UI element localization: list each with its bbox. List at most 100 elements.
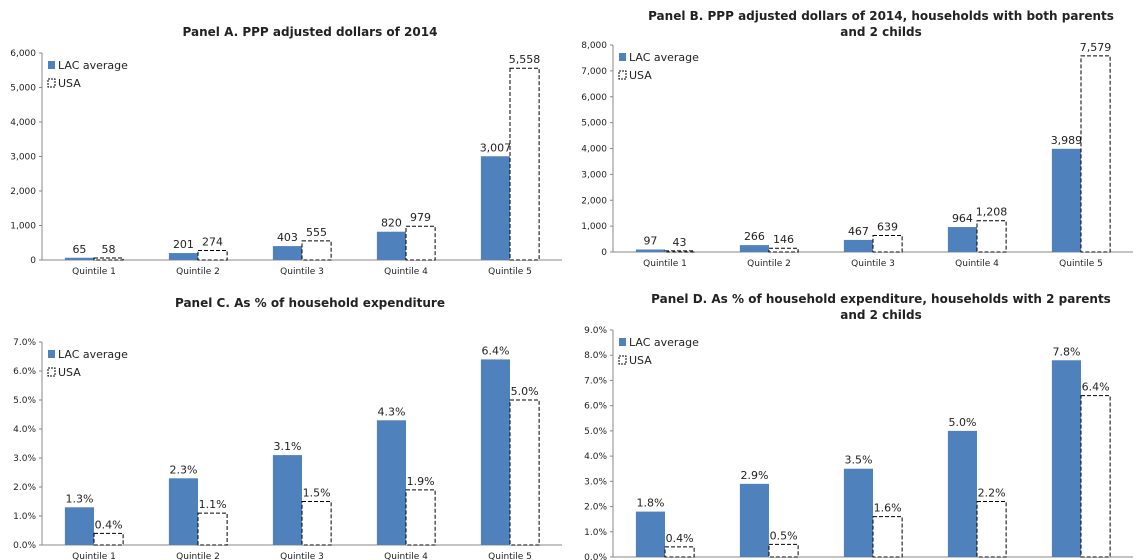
bar bbox=[301, 501, 332, 546]
value-label: 0.4% bbox=[95, 518, 123, 531]
value-label: 639 bbox=[877, 220, 898, 233]
y-tick-label: 4,000 bbox=[581, 145, 607, 155]
legend-swatch bbox=[48, 61, 55, 69]
value-label: 1.1% bbox=[199, 498, 227, 511]
bar bbox=[664, 546, 695, 558]
chart-panel: Panel D. As % of household expenditure, … bbox=[571, 285, 1142, 560]
value-label: 1,208 bbox=[976, 206, 1008, 219]
x-tick-label: Quintile 3 bbox=[851, 259, 895, 269]
bar bbox=[197, 250, 228, 261]
y-tick-label: 1,000 bbox=[581, 222, 607, 232]
legend-swatch bbox=[618, 70, 627, 80]
bar bbox=[739, 483, 769, 557]
value-label: 6.4% bbox=[1082, 381, 1110, 394]
y-tick-label: 6,000 bbox=[10, 49, 36, 59]
bar bbox=[1080, 55, 1111, 253]
legend-swatch bbox=[618, 355, 627, 365]
value-label: 7.8% bbox=[1052, 345, 1080, 358]
y-tick-label: 5.0% bbox=[13, 396, 36, 406]
value-label: 201 bbox=[173, 238, 194, 251]
x-tick-label: Quintile 2 bbox=[176, 267, 220, 277]
y-tick-label: 4,000 bbox=[10, 118, 36, 128]
bar bbox=[976, 220, 1007, 253]
value-label: 65 bbox=[72, 243, 86, 256]
x-tick-label: Quintile 4 bbox=[384, 552, 428, 560]
value-label: 964 bbox=[952, 212, 973, 225]
y-tick-label: 0.0% bbox=[584, 553, 607, 560]
chart-panel: Panel A. PPP adjusted dollars of 2014 0 1,… bbox=[0, 0, 571, 280]
bar bbox=[405, 489, 436, 546]
y-tick-label: 2,000 bbox=[581, 196, 607, 206]
bar bbox=[64, 257, 94, 260]
bar bbox=[664, 250, 695, 253]
bar bbox=[768, 543, 799, 558]
legend-swatch bbox=[47, 367, 56, 377]
legend-label: USA bbox=[629, 69, 652, 82]
x-tick-label: Quintile 5 bbox=[488, 552, 532, 560]
value-label: 0.5% bbox=[770, 529, 798, 542]
y-tick-label: 3.0% bbox=[13, 454, 36, 464]
bar bbox=[168, 253, 198, 260]
y-tick-label: 3,000 bbox=[581, 170, 607, 180]
bar bbox=[509, 67, 540, 261]
chart: 0 1,000 2,000 3,000 4,000 5,000 6,000 Quintile … bbox=[10, 49, 562, 277]
bar bbox=[1051, 360, 1081, 557]
chart-panel: Panel B. PPP adjusted dollars of 2014, h… bbox=[571, 0, 1142, 280]
y-tick-label: 6.0% bbox=[13, 367, 36, 377]
value-label: 3,007 bbox=[480, 141, 512, 154]
y-tick-label: 6,000 bbox=[581, 93, 607, 103]
bar bbox=[843, 239, 873, 252]
bar bbox=[480, 156, 510, 260]
y-tick-label: 7.0% bbox=[584, 376, 607, 386]
bar bbox=[1080, 395, 1111, 558]
y-tick-label: 0 bbox=[601, 248, 607, 258]
bar bbox=[376, 420, 406, 545]
y-tick-label: 4.0% bbox=[13, 425, 36, 435]
bar bbox=[168, 478, 198, 545]
legend-swatch bbox=[48, 350, 55, 358]
legend-swatch bbox=[47, 78, 56, 88]
chart: 0.0% 1.0% 2.0% 3.0% 4.0% 5.0% 6.0% 7.0% Quintile… bbox=[13, 338, 562, 560]
value-label: 97 bbox=[643, 234, 657, 247]
bar bbox=[405, 225, 436, 261]
bar bbox=[376, 231, 406, 260]
legend-label: USA bbox=[629, 354, 652, 367]
y-tick-label: 3,000 bbox=[10, 153, 36, 163]
y-tick-label: 2,000 bbox=[10, 187, 36, 197]
chart-title: Panel A. PPP adjusted dollars of 2014 bbox=[182, 25, 438, 39]
value-label: 4.3% bbox=[377, 405, 405, 418]
chart-title: Panel D. As % of household expenditure, … bbox=[651, 292, 1111, 322]
bar bbox=[976, 501, 1007, 558]
x-tick-label: Quintile 4 bbox=[955, 259, 999, 269]
y-tick-label: 1,000 bbox=[10, 222, 36, 232]
x-tick-label: Quintile 4 bbox=[384, 267, 428, 277]
y-tick-label: 1.0% bbox=[13, 512, 36, 522]
bar bbox=[1051, 148, 1081, 252]
x-tick-label: Quintile 2 bbox=[747, 259, 791, 269]
chart: 0 1,000 2,000 3,000 4,000 5,000 6,000 7,000 8,00… bbox=[581, 41, 1133, 269]
value-label: 2.2% bbox=[978, 487, 1006, 500]
value-label: 820 bbox=[381, 217, 402, 230]
value-label: 5.0% bbox=[948, 416, 976, 429]
legend-label: USA bbox=[58, 77, 81, 90]
bar bbox=[272, 455, 302, 545]
y-tick-label: 4.0% bbox=[584, 452, 607, 462]
bar bbox=[635, 511, 665, 557]
x-tick-label: Quintile 1 bbox=[72, 267, 116, 277]
y-tick-label: 1.0% bbox=[584, 528, 607, 538]
value-label: 5.0% bbox=[511, 385, 539, 398]
value-label: 1.6% bbox=[874, 502, 902, 515]
bar bbox=[947, 430, 977, 557]
bar bbox=[301, 240, 332, 261]
y-tick-label: 0.0% bbox=[13, 541, 36, 551]
chart-title: Panel B. PPP adjusted dollars of 2014, h… bbox=[648, 9, 1114, 39]
bar bbox=[93, 257, 124, 261]
x-tick-label: Quintile 2 bbox=[176, 552, 220, 560]
y-tick-label: 9.0% bbox=[584, 326, 607, 336]
bar bbox=[768, 247, 799, 253]
legend-swatch bbox=[619, 338, 626, 346]
value-label: 274 bbox=[202, 236, 223, 249]
y-tick-label: 2.0% bbox=[13, 483, 36, 493]
value-label: 3.1% bbox=[273, 440, 301, 453]
legend-label: USA bbox=[58, 366, 81, 379]
